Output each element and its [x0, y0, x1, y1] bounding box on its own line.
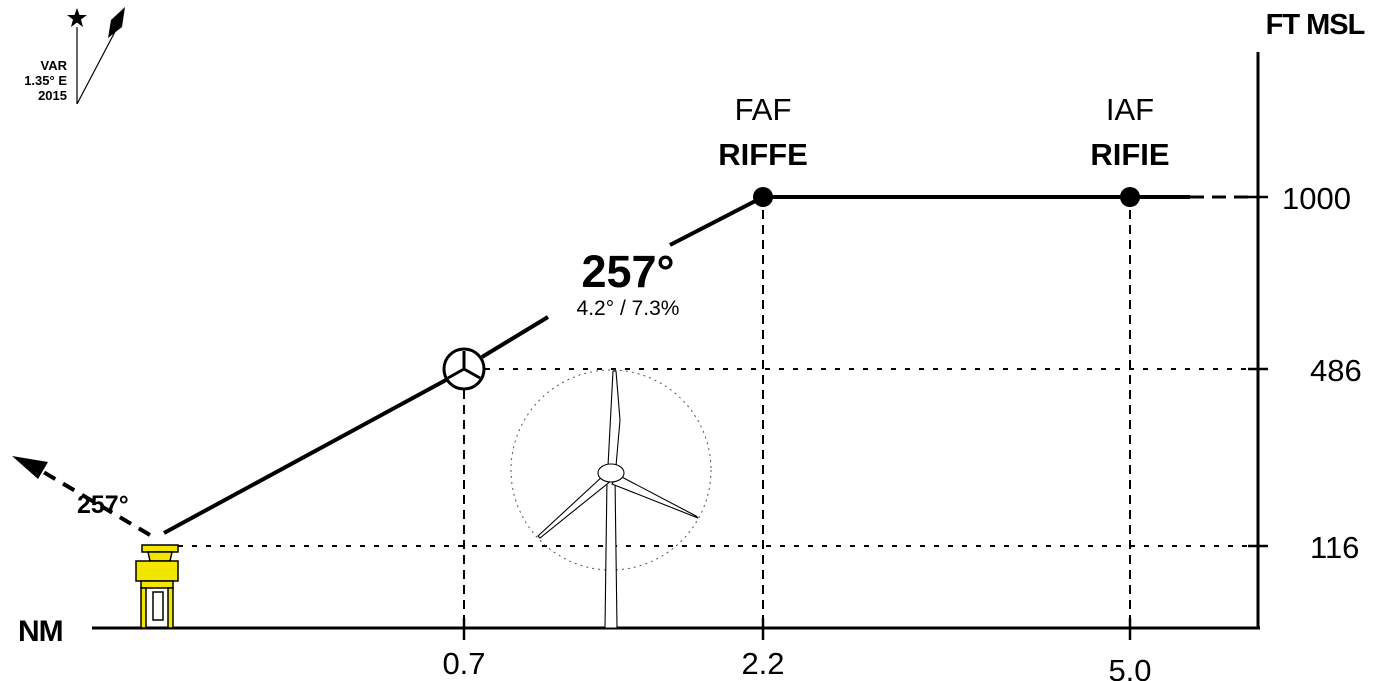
iaf-role-label: IAF	[1106, 92, 1154, 127]
faf-name-label: RIFFE	[718, 137, 808, 172]
course-heading: 257°	[581, 246, 674, 297]
profile-segment-mid	[480, 315, 550, 359]
turbine-hub	[597, 463, 625, 483]
x-axis-label: NM	[18, 615, 63, 648]
fix-marker-faf	[753, 187, 773, 207]
y-axis-label: FT MSL	[1266, 9, 1365, 41]
course-block: 257° 4.2° / 7.3%	[577, 246, 680, 320]
missed-approach-arrowhead	[12, 456, 48, 479]
variation-year: 2015	[38, 88, 67, 103]
north-star-icon	[67, 8, 87, 27]
course-gradient: 4.2° / 7.3%	[577, 297, 680, 320]
x-ticks-marks	[462, 618, 1132, 640]
profile-segment-upper	[669, 195, 764, 247]
variation-label: VAR	[41, 58, 68, 73]
x-tick-label-0-7: 0.7	[442, 646, 485, 681]
wind-turbine-icon	[510, 369, 712, 629]
x-tick-labels: 0.7 2.2 5.0	[442, 646, 1151, 681]
descent-profile	[163, 187, 1258, 535]
distance-guides	[463, 210, 1131, 628]
variation-value: 1.35° E	[24, 73, 67, 88]
turbine-symbol-icon	[442, 347, 486, 391]
magnetic-north-icon	[108, 7, 125, 38]
turbine-blade-up	[607, 370, 621, 467]
turbine-blade-right	[611, 474, 699, 519]
turbine-tower	[604, 477, 618, 629]
y-tick-labels: 1000 486 116	[1282, 181, 1362, 565]
y-tick-label-486: 486	[1310, 353, 1362, 388]
y-tick-label-116: 116	[1310, 530, 1359, 565]
platform-icon	[135, 544, 179, 629]
axes: NM FT MSL	[18, 9, 1366, 648]
profile-segment-lower	[163, 378, 447, 535]
faf-role-label: FAF	[735, 92, 792, 127]
x-tick-label-5-0: 5.0	[1108, 653, 1151, 681]
y-tick-label-1000: 1000	[1282, 181, 1351, 216]
turbine-blade-left	[537, 474, 613, 539]
altitude-guides	[178, 368, 1248, 547]
x-tick-label-2-2: 2.2	[741, 646, 784, 681]
fix-marker-iaf	[1120, 187, 1140, 207]
missed-approach-heading: 257°	[77, 491, 129, 519]
missed-approach: 257°	[12, 456, 152, 537]
magnetic-variation: VAR 1.35° E 2015	[24, 7, 125, 105]
fix-labels: FAF RIFFE IAF RIFIE	[718, 92, 1169, 172]
iaf-name-label: RIFIE	[1090, 137, 1169, 172]
